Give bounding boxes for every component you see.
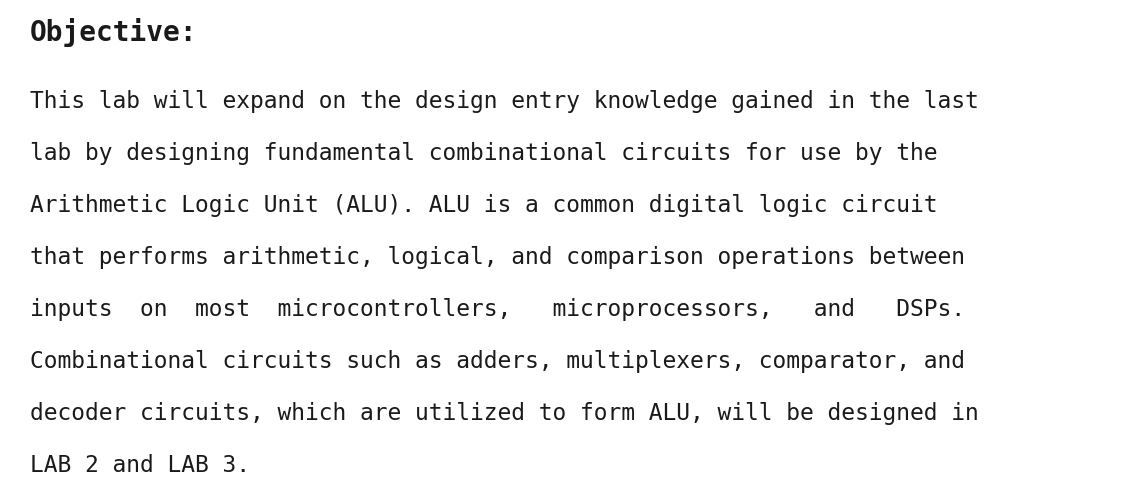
Text: Combinational circuits such as adders, multiplexers, comparator, and: Combinational circuits such as adders, m… <box>30 350 964 373</box>
Text: decoder circuits, which are utilized to form ALU, will be designed in: decoder circuits, which are utilized to … <box>30 402 979 425</box>
Text: LAB 2 and LAB 3.: LAB 2 and LAB 3. <box>30 454 250 477</box>
Text: inputs  on  most  microcontrollers,   microprocessors,   and   DSPs.: inputs on most microcontrollers, micropr… <box>30 298 964 321</box>
Text: Objective:: Objective: <box>30 18 197 47</box>
Text: Arithmetic Logic Unit (ALU). ALU is a common digital logic circuit: Arithmetic Logic Unit (ALU). ALU is a co… <box>30 194 937 217</box>
Text: that performs arithmetic, logical, and comparison operations between: that performs arithmetic, logical, and c… <box>30 246 964 269</box>
Text: This lab will expand on the design entry knowledge gained in the last: This lab will expand on the design entry… <box>30 90 979 113</box>
Text: lab by designing fundamental combinational circuits for use by the: lab by designing fundamental combination… <box>30 142 937 165</box>
